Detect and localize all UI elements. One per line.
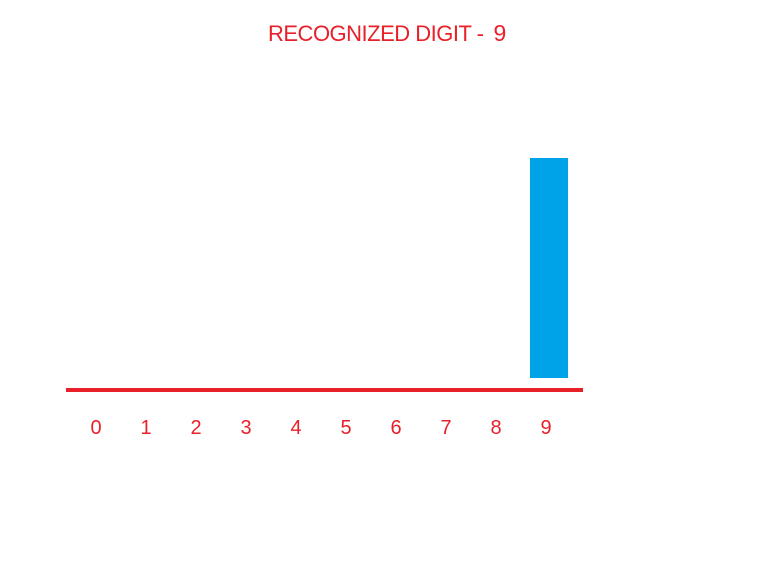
- tick-label-5: 5: [340, 417, 351, 439]
- recognized-digit-value: 9: [493, 20, 507, 46]
- tick-label-2: 2: [190, 417, 201, 439]
- tick-label-1: 1: [140, 417, 151, 439]
- tick-label-6: 6: [390, 417, 401, 439]
- title-label: RECOGNIZED DIGIT -: [268, 21, 484, 46]
- tick-label-7: 7: [440, 417, 451, 439]
- x-tick-labels: 0 1 2 3 4 5 6 7 8 9: [90, 417, 551, 439]
- tick-label-9: 9: [540, 417, 551, 439]
- chart-title: RECOGNIZED DIGIT - 9: [268, 20, 506, 47]
- bars-group: [530, 158, 568, 378]
- bar-digit-9: [530, 158, 568, 378]
- tick-label-4: 4: [290, 417, 301, 439]
- tick-label-0: 0: [90, 417, 101, 439]
- tick-label-3: 3: [240, 417, 251, 439]
- tick-label-8: 8: [490, 417, 501, 439]
